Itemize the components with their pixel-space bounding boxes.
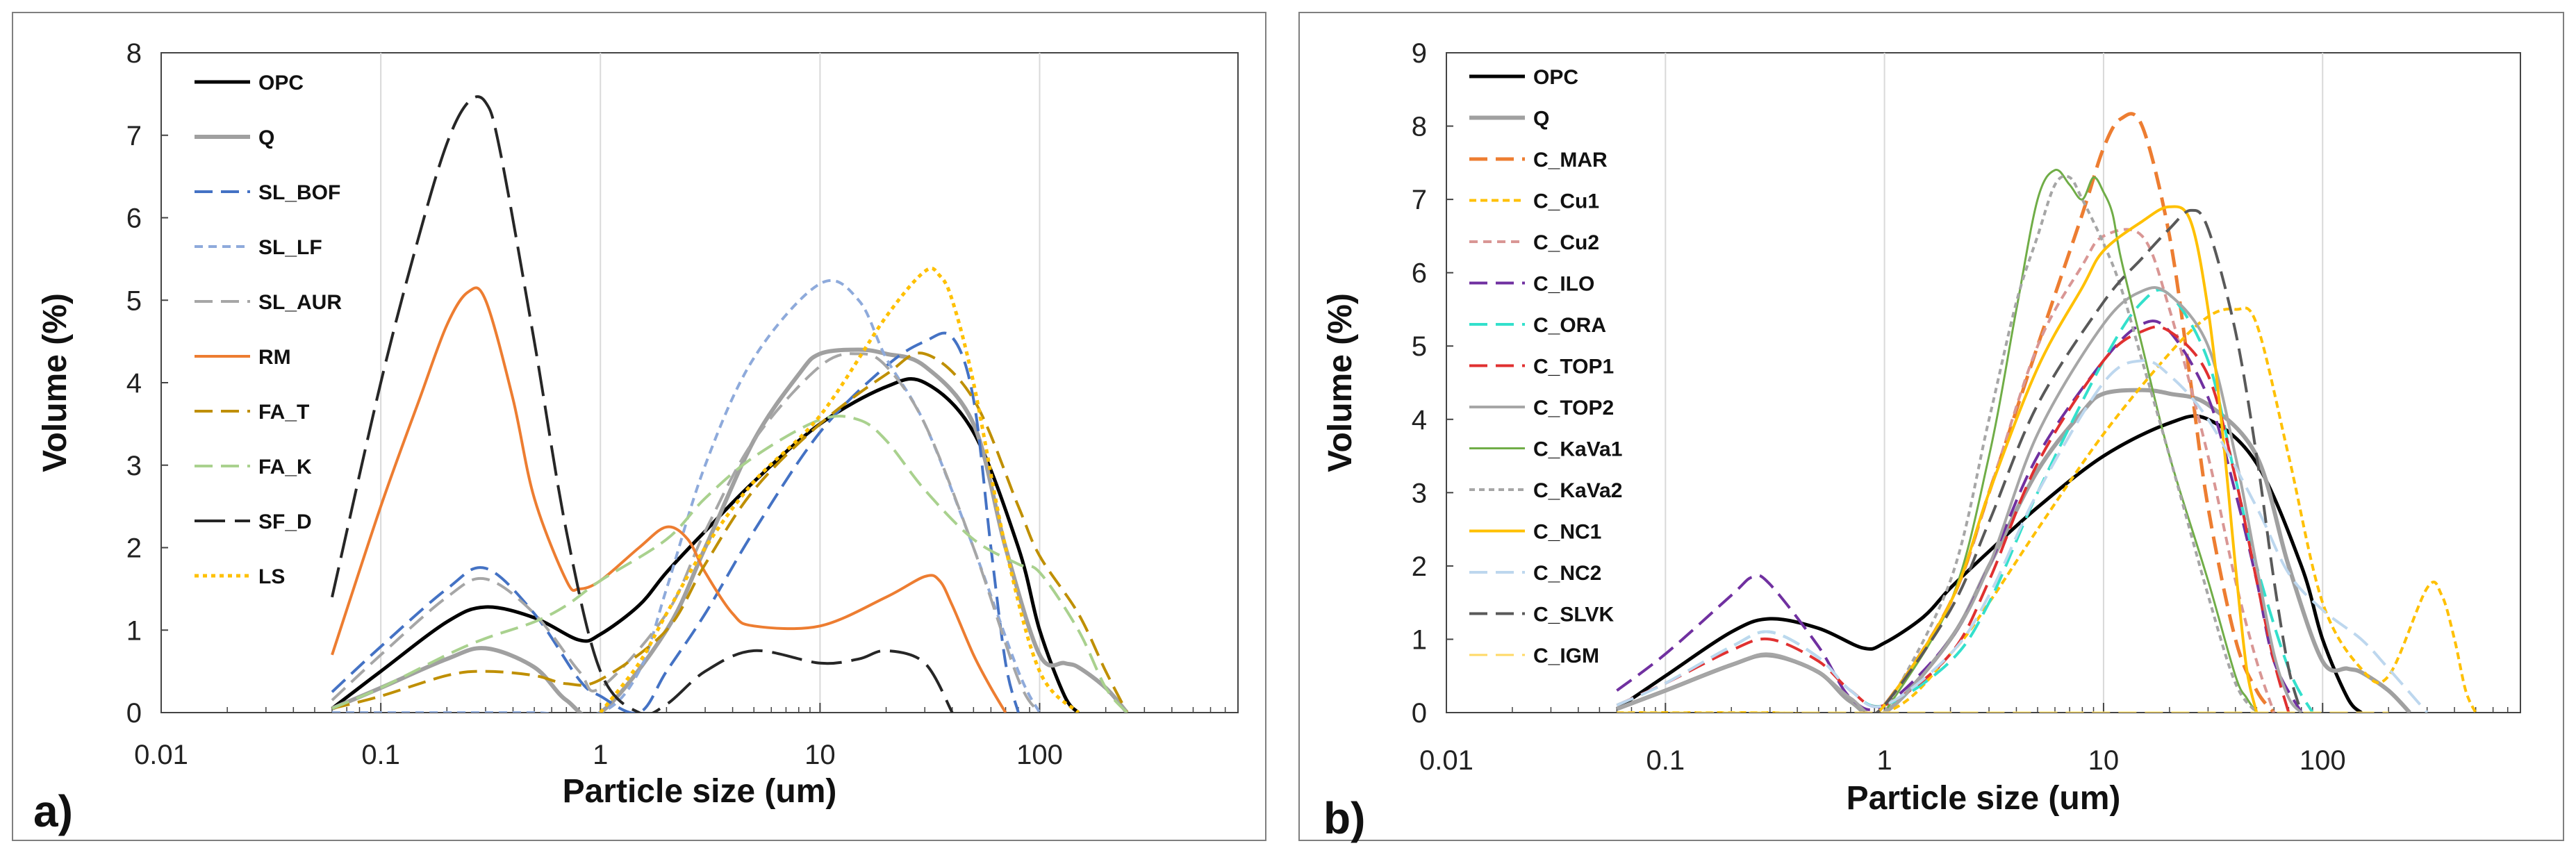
- x-tick-label: 0.01: [134, 740, 188, 770]
- chart-panel-b: 0.01 0.1 1 10 100 0 1 2 3 4 5 6 7 8 9 Particle size (um…: [1298, 12, 2564, 843]
- legend-label: C_Cu2: [1533, 231, 1599, 254]
- series-line-q: [331, 347, 1129, 713]
- series-line-c-nc1: [1863, 205, 2259, 713]
- y-tick-label: 1: [126, 615, 142, 646]
- x-tick-label: 10: [2088, 745, 2120, 776]
- legend-label: Q: [258, 126, 274, 149]
- y-tick-label: 4: [1412, 405, 1427, 435]
- series-line-c-kava2: [1883, 174, 2258, 713]
- legend-label: SL_AUR: [258, 291, 342, 314]
- series-group: [1615, 112, 2477, 713]
- legend-label: C_SLVK: [1533, 604, 1614, 626]
- x-tick-label: 1: [593, 740, 608, 770]
- legend-label: C_TOP1: [1533, 356, 1614, 379]
- series-line-sl-lf: [332, 279, 1041, 713]
- x-tick-label: 100: [1016, 740, 1063, 770]
- legend-label: C_ORA: [1533, 314, 1606, 337]
- series-line-fa-k: [331, 415, 1128, 713]
- y-tick-label: 7: [126, 121, 142, 151]
- y-tick-label: 2: [126, 533, 142, 564]
- y-tick-label: 6: [126, 203, 142, 234]
- x-tick-label: 100: [2300, 745, 2346, 776]
- legend-label: C_ILO: [1533, 273, 1594, 296]
- legend-label: C_KaVa1: [1533, 438, 1622, 461]
- legend-label: C_KaVa2: [1533, 479, 1622, 502]
- series-line-opc: [331, 376, 1080, 713]
- series-line-sl-bof: [331, 331, 1020, 713]
- series-line-c-top1: [1616, 325, 2290, 713]
- legend-label: LS: [258, 565, 285, 588]
- y-tick-label: 5: [1412, 331, 1427, 362]
- series-line-c-cu1: [1617, 306, 2477, 713]
- legend-label: SF_D: [258, 510, 312, 533]
- legend-label: FA_T: [258, 401, 309, 424]
- panel-frame: [12, 12, 1266, 841]
- legend-label: RM: [258, 346, 291, 369]
- series-line-sf-d: [331, 95, 954, 713]
- legend-label: Q: [1533, 108, 1549, 131]
- series-line-ls: [599, 266, 1080, 713]
- legend-label: C_Cu1: [1533, 190, 1599, 213]
- legend-label: SL_LF: [258, 236, 322, 259]
- panel-label: b): [1323, 793, 1365, 843]
- series-group: [331, 95, 1129, 713]
- x-tick-label: 0.1: [1646, 745, 1685, 776]
- panel-frame: [1298, 12, 2564, 841]
- x-tick-label: 0.01: [1419, 745, 1473, 776]
- series-line-c-nc2: [1616, 359, 2429, 713]
- y-tick-label: 0: [126, 698, 142, 729]
- legend-label: C_IGM: [1533, 645, 1599, 667]
- legend-label: C_NC1: [1533, 521, 1601, 544]
- x-tick-label: 10: [804, 740, 836, 770]
- y-tick-label: 8: [1412, 112, 1427, 142]
- legend-label: OPC: [1533, 66, 1578, 89]
- chart-panel-a: 0.01 0.1 1 10 100 0 1 2 3 4 5 6 7 8 Particle size (um)…: [12, 12, 1266, 841]
- legend-label: SL_BOF: [258, 181, 340, 204]
- y-tick-label: 7: [1412, 185, 1427, 215]
- series-line-opc: [1615, 414, 2363, 713]
- y-tick-label: 1: [1412, 624, 1427, 655]
- series-line-c-ora: [1616, 288, 2314, 713]
- y-tick-label: 5: [126, 285, 142, 316]
- legend-label: C_MAR: [1533, 149, 1608, 172]
- x-tick-label: 0.1: [361, 740, 400, 770]
- legend-label: OPC: [258, 72, 304, 94]
- y-tick-label: 6: [1412, 258, 1427, 289]
- x-axis-label: Particle size (um): [1847, 780, 2121, 817]
- x-axis-label: Particle size (um): [563, 773, 837, 810]
- y-tick-label: 3: [126, 451, 142, 481]
- y-axis-label: Volume (%): [1322, 293, 1359, 472]
- y-tick-label: 9: [1412, 38, 1427, 69]
- series-line-sl-aur: [331, 352, 1041, 713]
- series-line-rm: [331, 286, 1007, 713]
- y-tick-label: 4: [126, 368, 142, 399]
- series-line-c-slvk: [1863, 208, 2303, 713]
- y-tick-label: 8: [126, 38, 142, 69]
- y-axis-label: Volume (%): [37, 293, 74, 472]
- y-tick-label: 2: [1412, 551, 1427, 582]
- legend-label: C_NC2: [1533, 562, 1601, 585]
- legend-label: C_TOP2: [1533, 397, 1614, 419]
- series-line-c-kava1: [1883, 169, 2258, 713]
- series-line-c-top2: [1616, 286, 2303, 713]
- x-tick-label: 1: [1876, 745, 1892, 776]
- series-line-c-ilo: [1616, 319, 2303, 713]
- series-line-fa-t: [331, 351, 1129, 713]
- legend-label: FA_K: [258, 456, 312, 479]
- y-tick-label: 3: [1412, 478, 1427, 508]
- plot-area: [1446, 52, 2521, 713]
- panel-label: a): [33, 786, 73, 836]
- y-tick-label: 0: [1412, 698, 1427, 729]
- series-line-c-cu2: [1863, 228, 2276, 713]
